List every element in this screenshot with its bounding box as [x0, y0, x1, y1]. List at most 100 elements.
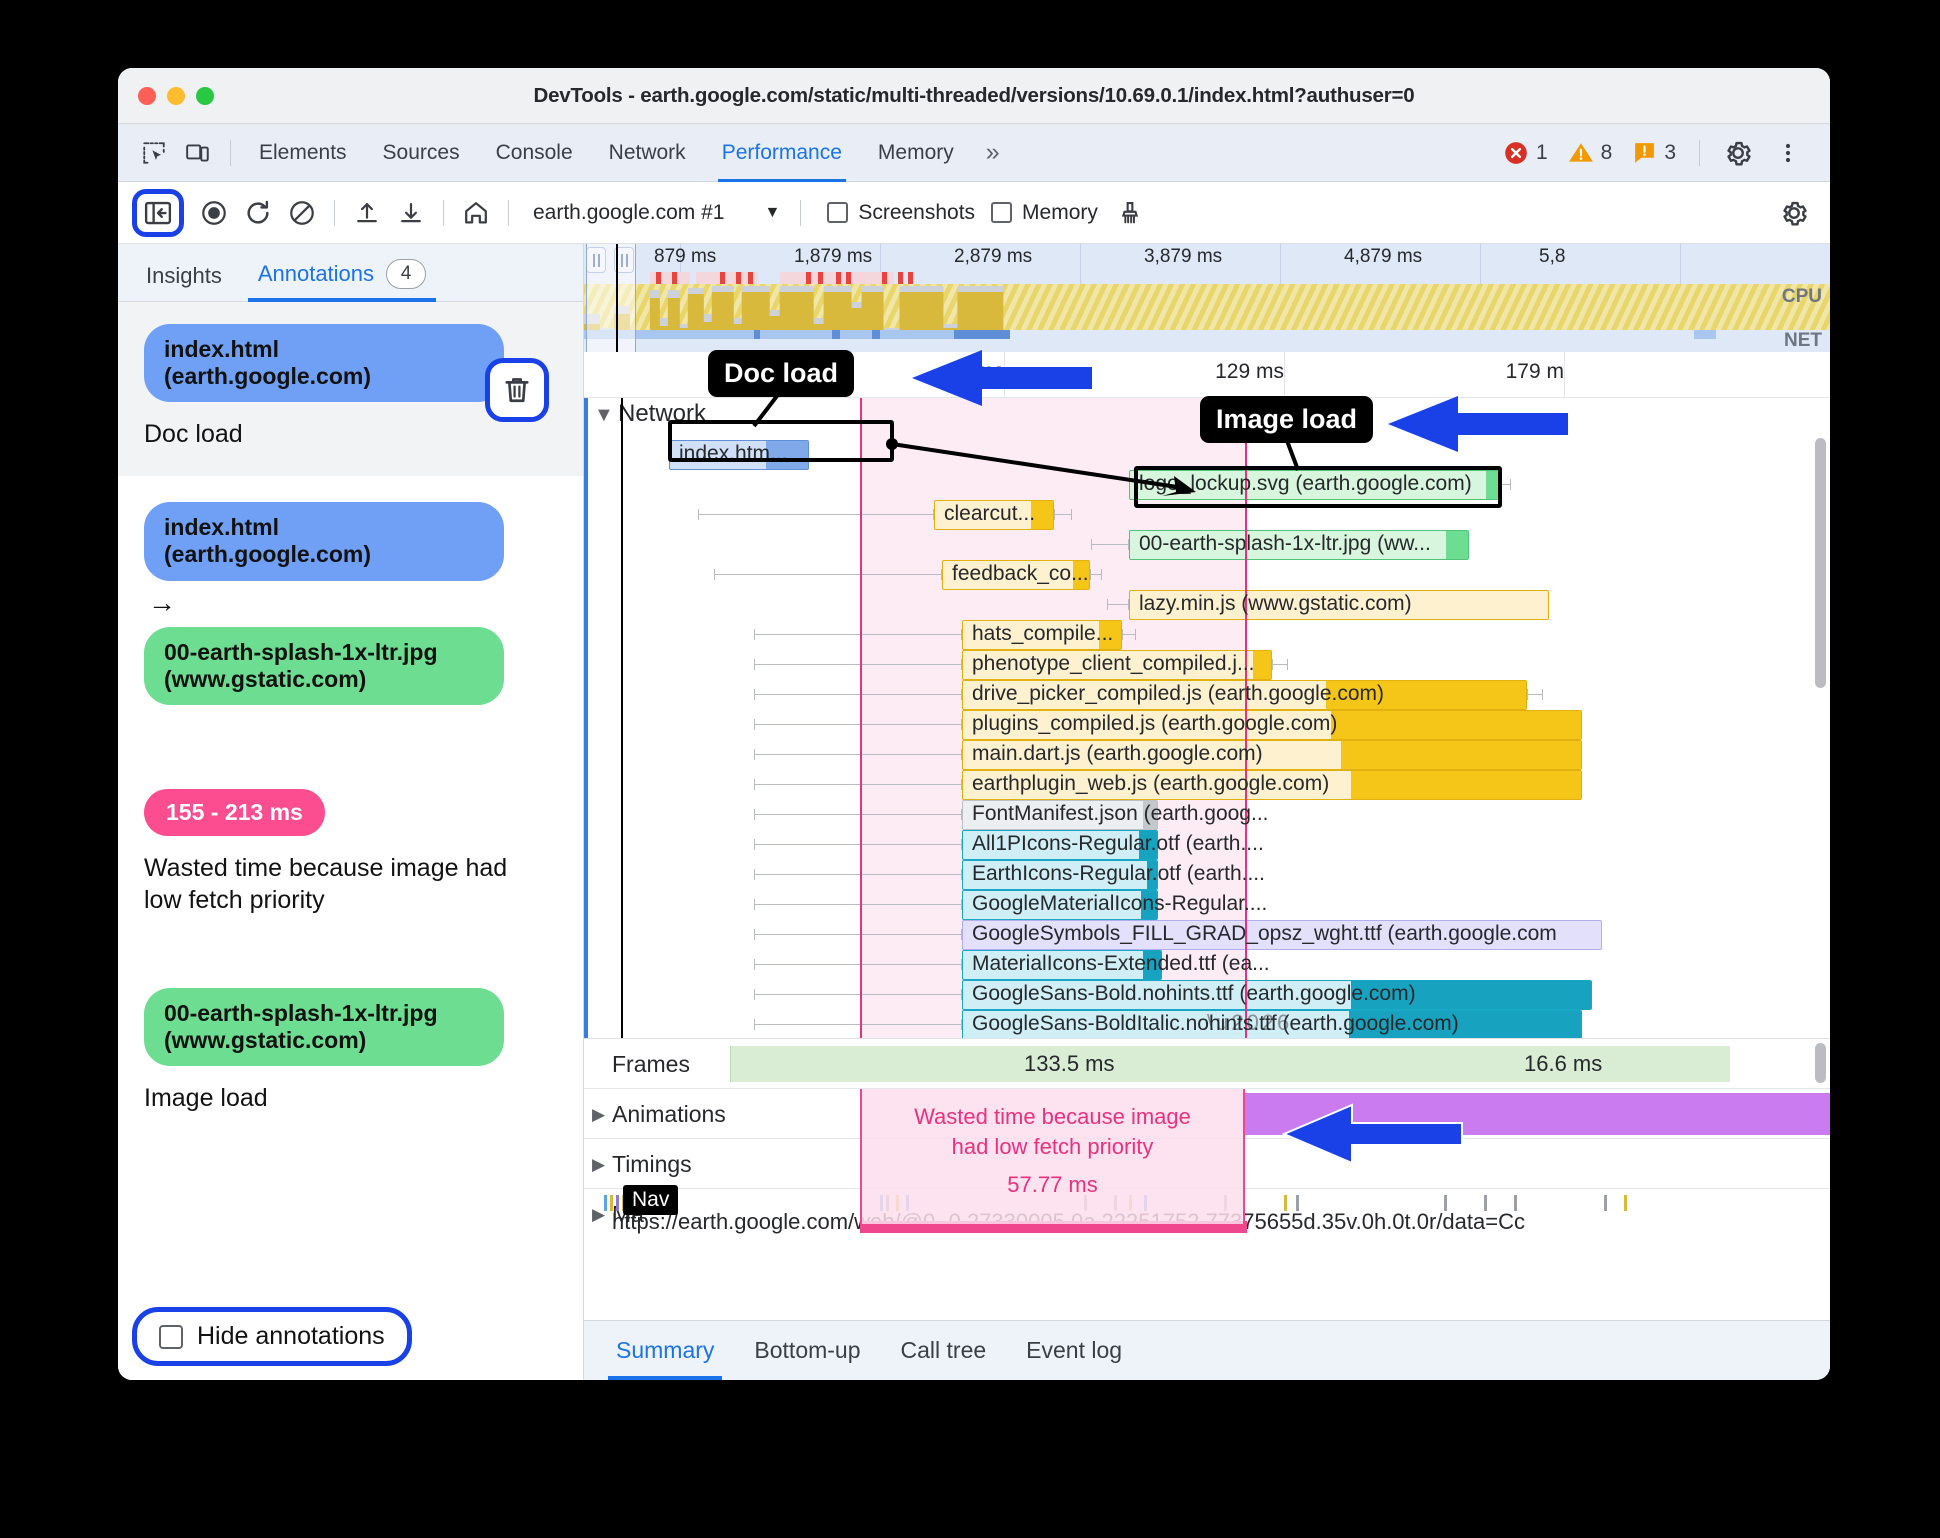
network-request-row[interactable]: feedback_co...	[584, 560, 1830, 590]
annotation-chip-to[interactable]: 00-earth-splash-1x-ltr.jpg (www.gstatic.…	[144, 626, 504, 705]
annotation-chip-range[interactable]: 155 - 213 ms	[144, 788, 325, 836]
frames-track[interactable]: Frames 133.5 ms 16.6 ms	[584, 1039, 1830, 1089]
tab-console[interactable]: Console	[495, 140, 573, 164]
network-request-row[interactable]: phenotype_client_compiled.j...	[584, 650, 1830, 680]
annotation-chip-from[interactable]: index.html (earth.google.com)	[144, 502, 504, 581]
annotation-chip-entry[interactable]: index.html (earth.google.com)	[144, 324, 504, 403]
request-bar[interactable]	[942, 560, 1090, 590]
annotation-chip-entry[interactable]: 00-earth-splash-1x-ltr.jpg (www.gstatic.…	[144, 987, 504, 1067]
resize-handle-dots[interactable]: \u2026	[1207, 1010, 1293, 1035]
request-bar[interactable]	[669, 440, 809, 470]
request-bar[interactable]	[962, 920, 1602, 950]
network-request-row[interactable]: main.dart.js (earth.google.com)	[584, 740, 1830, 770]
maximize-button[interactable]	[196, 87, 214, 105]
hide-annotations-checkbox-box[interactable]	[159, 1324, 183, 1349]
request-bar[interactable]	[962, 740, 1582, 770]
network-request-row[interactable]: GoogleSans-BoldItalic.nohints.ttf (earth…	[584, 1010, 1830, 1038]
request-bar[interactable]	[962, 860, 1158, 890]
tab-memory[interactable]: Memory	[877, 140, 954, 164]
upload-profile-icon[interactable]	[345, 193, 389, 233]
wasted-time-bar[interactable]	[860, 1221, 1247, 1233]
network-request-row[interactable]: drive_picker_compiled.js (earth.google.c…	[584, 680, 1830, 710]
annotation-item[interactable]: index.html (earth.google.com) Doc load	[118, 302, 583, 477]
timeline-overview[interactable]: 879 ms 1,879 ms 2,879 ms 3,879 ms 4,879 …	[584, 244, 1830, 352]
tab-bottom-up[interactable]: Bottom-up	[754, 1336, 861, 1363]
network-flamechart[interactable]: ▼ Network index.htm... logo_lockup.svg (e…	[584, 398, 1830, 1038]
tracks-scrollbar[interactable]	[1815, 1043, 1826, 1083]
device-toolbar-icon[interactable]	[176, 133, 220, 173]
tab-network[interactable]: Network	[608, 140, 686, 164]
network-request-row[interactable]: clearcut...	[584, 500, 1830, 530]
tab-summary[interactable]: Summary	[596, 1322, 734, 1380]
tab-insights[interactable]: Insights	[128, 263, 240, 301]
request-bar[interactable]	[962, 620, 1122, 650]
annotation-item[interactable]: 00-earth-splash-1x-ltr.jpg (www.gstatic.…	[118, 942, 583, 1140]
gear-icon[interactable]	[1716, 133, 1760, 173]
network-request-row[interactable]: GoogleMaterialIcons-Regular....	[584, 890, 1830, 920]
frames-band[interactable]	[730, 1046, 1730, 1082]
clear-icon[interactable]	[280, 193, 324, 233]
kebab-menu-icon[interactable]	[1766, 133, 1810, 173]
chevron-right-icon[interactable]: ▶	[592, 1205, 606, 1224]
network-request-row[interactable]: All1PIcons-Regular.otf (earth....	[584, 830, 1830, 860]
network-request-row[interactable]: hats_compile...	[584, 620, 1830, 650]
request-bar[interactable]	[962, 1010, 1582, 1038]
network-request-row[interactable]: MaterialIcons-Extended.ttf (ea...	[584, 950, 1830, 980]
chevron-down-icon[interactable]: ▼	[594, 404, 614, 426]
tab-elements[interactable]: Elements	[259, 140, 347, 164]
download-profile-icon[interactable]	[389, 193, 433, 233]
network-request-row[interactable]: lazy.min.js (www.gstatic.com)	[584, 590, 1830, 620]
issue-count-badge[interactable]: 3	[1625, 140, 1683, 165]
tab-call-tree[interactable]: Call tree	[900, 1336, 987, 1363]
main-track[interactable]: ▶ Ma	[584, 1185, 1830, 1239]
request-bar[interactable]	[962, 770, 1582, 800]
minimize-button[interactable]	[167, 87, 185, 105]
tab-sources[interactable]: Sources	[382, 140, 460, 164]
network-request-row[interactable]: GoogleSymbols_FILL_GRAD_opsz_wght.ttf (e…	[584, 920, 1830, 950]
capture-settings-icon[interactable]	[1772, 193, 1816, 233]
request-bar[interactable]	[962, 680, 1527, 710]
request-bar[interactable]	[962, 980, 1592, 1010]
collect-garbage-icon[interactable]	[1108, 193, 1152, 233]
request-bar[interactable]	[962, 710, 1582, 740]
tab-event-log[interactable]: Event log	[1026, 1336, 1123, 1363]
flamechart-scrollbar[interactable]	[1815, 438, 1826, 688]
chevron-right-icon[interactable]: ▶	[592, 1155, 606, 1174]
reload-record-icon[interactable]	[236, 193, 280, 233]
request-bar[interactable]	[934, 500, 1054, 530]
record-icon[interactable]	[192, 193, 236, 233]
inspect-element-icon[interactable]	[132, 133, 176, 173]
network-request-row[interactable]: earthplugin_web.js (earth.google.com)	[584, 770, 1830, 800]
screenshots-checkbox[interactable]: Screenshots	[827, 201, 975, 225]
network-request-row[interactable]: logo_lockup.svg (earth.google.com)	[584, 470, 1830, 500]
network-request-row[interactable]: 00-earth-splash-1x-ltr.jpg (ww...	[584, 530, 1830, 560]
annotation-item[interactable]: index.html (earth.google.com) → 00-earth…	[118, 476, 583, 731]
close-button[interactable]	[138, 87, 156, 105]
request-bar[interactable]	[962, 800, 1158, 830]
memory-checkbox[interactable]: Memory	[991, 201, 1098, 225]
screenshots-checkbox-box[interactable]	[827, 202, 849, 223]
recording-selector[interactable]: earth.google.com #1 ▼	[519, 192, 790, 234]
request-bar[interactable]	[962, 950, 1162, 980]
chevron-right-icon[interactable]: ▶	[592, 1105, 606, 1124]
hide-annotations-checkbox[interactable]: Hide annotations	[132, 1307, 412, 1366]
window-controls[interactable]	[138, 87, 214, 105]
tab-performance[interactable]: Performance	[704, 131, 860, 182]
delete-annotation-button[interactable]	[485, 358, 549, 422]
network-request-row[interactable]: FontManifest.json (earth.goog...	[584, 800, 1830, 830]
network-request-row[interactable]: GoogleSans-Bold.nohints.ttf (earth.googl…	[584, 980, 1830, 1010]
request-bar[interactable]	[962, 830, 1158, 860]
error-count-badge[interactable]: 1	[1496, 140, 1555, 166]
sidebar-panel-icon[interactable]	[132, 188, 184, 237]
home-icon[interactable]	[454, 193, 498, 233]
annotation-item[interactable]: 155 - 213 ms Wasted time because image h…	[118, 731, 583, 942]
request-bar[interactable]	[1129, 590, 1549, 620]
request-bar[interactable]	[1129, 530, 1469, 560]
warning-count-badge[interactable]: 8	[1561, 140, 1620, 166]
memory-checkbox-box[interactable]	[991, 202, 1013, 223]
tab-annotations[interactable]: Annotations 4	[240, 259, 444, 302]
overview-selection-window[interactable]	[586, 244, 636, 352]
request-bar[interactable]	[962, 890, 1158, 920]
request-bar[interactable]	[962, 650, 1272, 680]
more-tabs-icon[interactable]: »	[985, 138, 1000, 166]
